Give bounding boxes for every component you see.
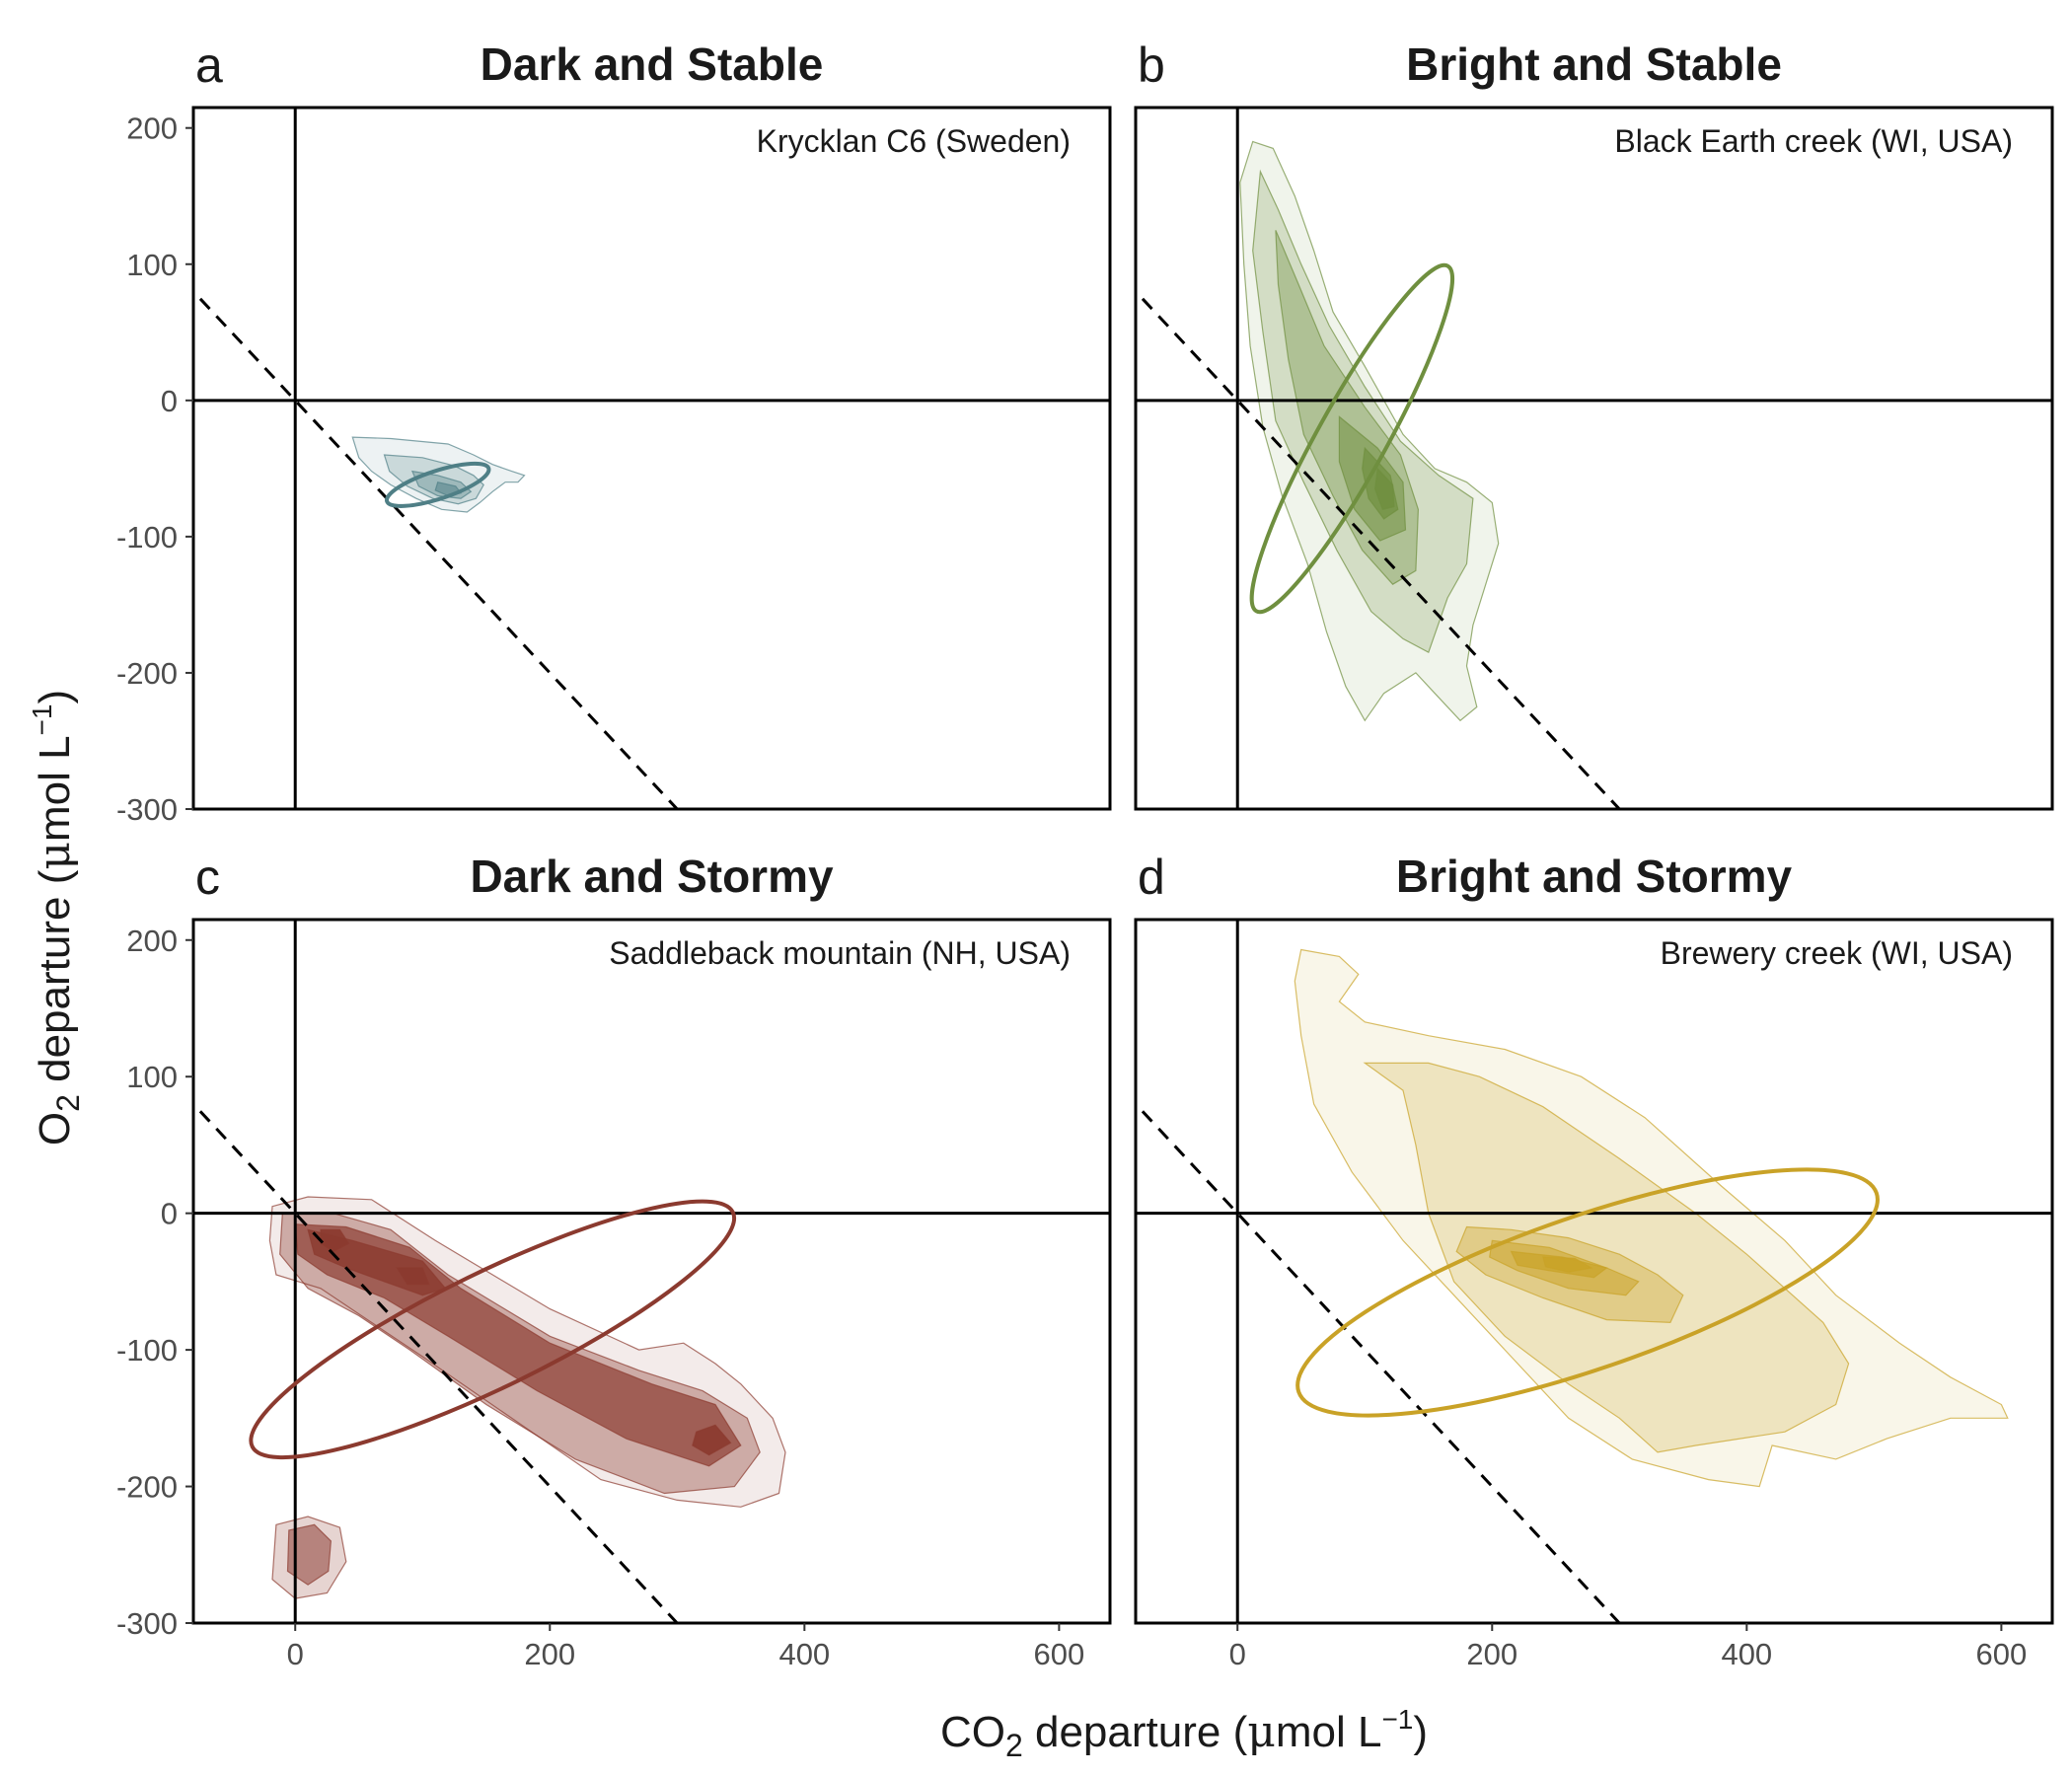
panel-frame [191, 106, 1112, 811]
y-tick-label: -300 [116, 1606, 178, 1641]
panel-title: Bright and Stable [1406, 38, 1782, 90]
one-to-one-dashed-line [193, 1101, 680, 1623]
x-tick-label: 200 [524, 1637, 575, 1671]
density-contour [1542, 1256, 1593, 1273]
one-to-one-dashed-line [1136, 1101, 1622, 1623]
confidence-ellipse [249, 1199, 737, 1460]
panel-title: Dark and Stormy [470, 851, 834, 902]
y-tick-label: -100 [116, 520, 178, 555]
x-tick-label: 0 [287, 1637, 304, 1671]
panel-title: Bright and Stormy [1396, 851, 1793, 902]
y-tick-label: -300 [116, 792, 178, 827]
density-contour [1239, 140, 1500, 722]
density-contour [1363, 1062, 1850, 1453]
density-contour [1294, 948, 2009, 1488]
y-tick-label: -100 [116, 1333, 178, 1368]
x-tick-label: 0 [1229, 1637, 1246, 1671]
y-axis-title: O2 departure (μmol L−1) [27, 690, 86, 1146]
y-tick-label: 0 [161, 1197, 178, 1231]
y-tick-label: 0 [161, 384, 178, 418]
confidence-ellipse [1295, 1167, 1880, 1418]
site-label: Saddleback mountain (NH, USA) [609, 935, 1071, 971]
y-tick-label: -200 [116, 656, 178, 691]
y-tick-label: 100 [126, 1060, 178, 1094]
confidence-ellipse [385, 461, 491, 508]
panel-letter: d [1138, 850, 1165, 905]
panel-frame [1134, 918, 2054, 1625]
panel-frame [191, 918, 1112, 1625]
site-label: Brewery creek (WI, USA) [1661, 935, 2013, 971]
panel-frame [1134, 106, 2054, 811]
one-to-one-dashed-line [1136, 289, 1622, 809]
density-contour [1373, 467, 1395, 511]
y-tick-label: 100 [126, 248, 178, 282]
x-tick-label: 600 [1034, 1637, 1085, 1671]
one-to-one-dashed-line [193, 289, 680, 809]
density-contour [692, 1424, 732, 1456]
panel-a: a Dark and Stable Krycklan C6 (Sweden) 200 1… [116, 37, 1112, 827]
x-tick-label: 600 [1976, 1637, 2028, 1671]
panel-title: Dark and Stable [481, 38, 824, 90]
site-label: Black Earth creek (WI, USA) [1614, 123, 2013, 159]
x-tick-label: 200 [1466, 1637, 1517, 1671]
density-contour [396, 1267, 430, 1286]
plot-area [1136, 108, 2052, 809]
y-tick-label: -200 [116, 1470, 178, 1505]
panel-letter: c [195, 850, 220, 905]
plot-area [193, 108, 1110, 809]
panel-c: c Dark and Stormy Saddleback mountain (NH,… [116, 850, 1112, 1671]
site-label: Krycklan C6 (Sweden) [757, 123, 1071, 159]
panel-letter: b [1138, 37, 1165, 93]
plot-area [193, 920, 1110, 1623]
panel-b: b Bright and Stable Black Earth creek (WI,… [1134, 37, 2054, 811]
panel-letter: a [195, 37, 223, 93]
panels: a Dark and Stable Krycklan C6 (Sweden) 200 1… [116, 37, 2054, 1671]
x-tick-label: 400 [1721, 1637, 1772, 1671]
density-contour [1252, 169, 1474, 654]
x-tick-label: 400 [778, 1637, 830, 1671]
y-tick-label: 200 [126, 924, 178, 958]
confidence-ellipse [1249, 262, 1454, 615]
panel-d: d Bright and Stormy Brewery creek (WI, USA… [1134, 850, 2054, 1671]
plot-area [1136, 920, 2052, 1623]
x-axis-title: CO2 departure (μmol L−1) [940, 1704, 1428, 1763]
density-contour [286, 1523, 333, 1586]
y-tick-label: 200 [126, 111, 178, 146]
